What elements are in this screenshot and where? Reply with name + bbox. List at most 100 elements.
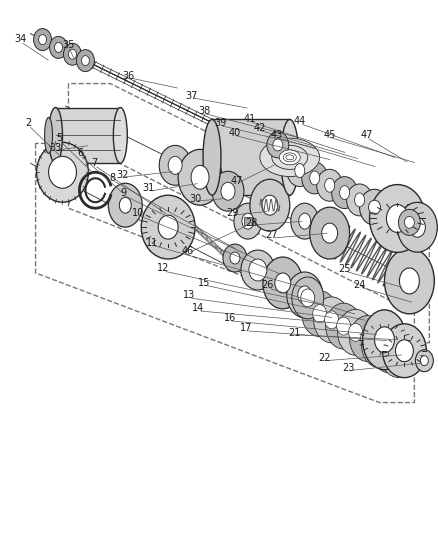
Ellipse shape (354, 193, 364, 207)
Ellipse shape (301, 290, 337, 336)
Text: 16: 16 (223, 313, 236, 323)
Text: 39: 39 (213, 118, 226, 128)
Ellipse shape (108, 183, 142, 227)
Ellipse shape (324, 311, 338, 329)
Ellipse shape (36, 142, 88, 202)
Ellipse shape (212, 171, 244, 211)
Ellipse shape (141, 195, 194, 259)
Ellipse shape (64, 43, 81, 65)
Text: 11: 11 (146, 238, 158, 248)
Text: 34: 34 (14, 34, 27, 44)
Text: 36: 36 (122, 70, 134, 80)
Ellipse shape (81, 55, 89, 66)
Ellipse shape (396, 203, 436, 252)
Ellipse shape (403, 216, 413, 228)
Ellipse shape (259, 138, 319, 176)
Ellipse shape (325, 303, 361, 349)
Ellipse shape (262, 257, 302, 309)
Ellipse shape (49, 156, 76, 188)
Text: 6: 6 (77, 148, 83, 158)
Ellipse shape (203, 119, 220, 195)
Text: 5: 5 (56, 133, 63, 143)
Polygon shape (49, 117, 55, 154)
Polygon shape (212, 119, 289, 195)
Ellipse shape (331, 176, 357, 208)
Ellipse shape (191, 165, 208, 189)
Ellipse shape (233, 203, 261, 239)
Ellipse shape (279, 150, 300, 165)
Ellipse shape (274, 273, 290, 293)
Ellipse shape (399, 268, 418, 294)
Ellipse shape (391, 345, 404, 364)
Text: 9: 9 (120, 188, 126, 198)
Ellipse shape (286, 155, 312, 187)
Ellipse shape (159, 146, 191, 185)
Text: 14: 14 (191, 303, 204, 313)
Text: 27: 27 (265, 230, 277, 240)
Ellipse shape (362, 310, 406, 370)
Text: 41: 41 (243, 115, 255, 125)
Ellipse shape (336, 317, 350, 335)
Text: 23: 23 (342, 362, 354, 373)
Ellipse shape (312, 305, 326, 322)
Text: 21: 21 (288, 328, 300, 338)
Text: 30: 30 (188, 194, 201, 204)
Ellipse shape (286, 272, 322, 318)
Ellipse shape (420, 356, 427, 366)
Ellipse shape (348, 324, 362, 341)
Ellipse shape (298, 213, 310, 229)
Ellipse shape (280, 119, 298, 195)
Ellipse shape (414, 350, 432, 372)
Text: 24: 24 (353, 280, 365, 290)
Ellipse shape (49, 36, 67, 59)
Ellipse shape (178, 149, 222, 205)
Text: 35: 35 (62, 39, 74, 50)
Text: 45: 45 (323, 131, 335, 140)
Text: 13: 13 (183, 290, 195, 300)
Ellipse shape (285, 155, 293, 160)
Ellipse shape (316, 169, 342, 201)
Ellipse shape (220, 182, 234, 200)
Ellipse shape (313, 297, 349, 343)
Ellipse shape (291, 277, 323, 319)
Ellipse shape (39, 35, 46, 45)
Ellipse shape (369, 184, 424, 252)
Ellipse shape (283, 153, 296, 162)
Ellipse shape (385, 205, 407, 232)
Ellipse shape (301, 162, 327, 194)
Polygon shape (55, 108, 120, 163)
Ellipse shape (266, 132, 288, 158)
Text: 43: 43 (270, 131, 283, 140)
Ellipse shape (240, 250, 274, 290)
Text: 44: 44 (293, 116, 305, 126)
Ellipse shape (158, 215, 178, 239)
Text: 46: 46 (182, 246, 194, 256)
Ellipse shape (223, 244, 246, 272)
Ellipse shape (34, 29, 51, 51)
Text: 26: 26 (261, 280, 273, 290)
Ellipse shape (360, 329, 374, 348)
Ellipse shape (249, 179, 289, 231)
Ellipse shape (367, 200, 380, 214)
Ellipse shape (381, 324, 425, 378)
Ellipse shape (374, 327, 394, 353)
Ellipse shape (294, 164, 304, 177)
Ellipse shape (230, 252, 240, 264)
Text: 38: 38 (198, 107, 210, 117)
Ellipse shape (309, 171, 319, 185)
Ellipse shape (261, 195, 277, 215)
Ellipse shape (398, 209, 420, 235)
Ellipse shape (372, 336, 385, 354)
Ellipse shape (395, 340, 413, 362)
Ellipse shape (76, 50, 94, 71)
Ellipse shape (321, 223, 337, 243)
Text: 28: 28 (245, 218, 258, 228)
Ellipse shape (309, 207, 349, 259)
Text: 7: 7 (91, 158, 97, 168)
Ellipse shape (349, 316, 385, 361)
Text: 25: 25 (338, 264, 350, 274)
Text: 47: 47 (230, 176, 243, 186)
Ellipse shape (339, 185, 349, 199)
Text: 15: 15 (198, 278, 210, 288)
Ellipse shape (272, 139, 282, 151)
